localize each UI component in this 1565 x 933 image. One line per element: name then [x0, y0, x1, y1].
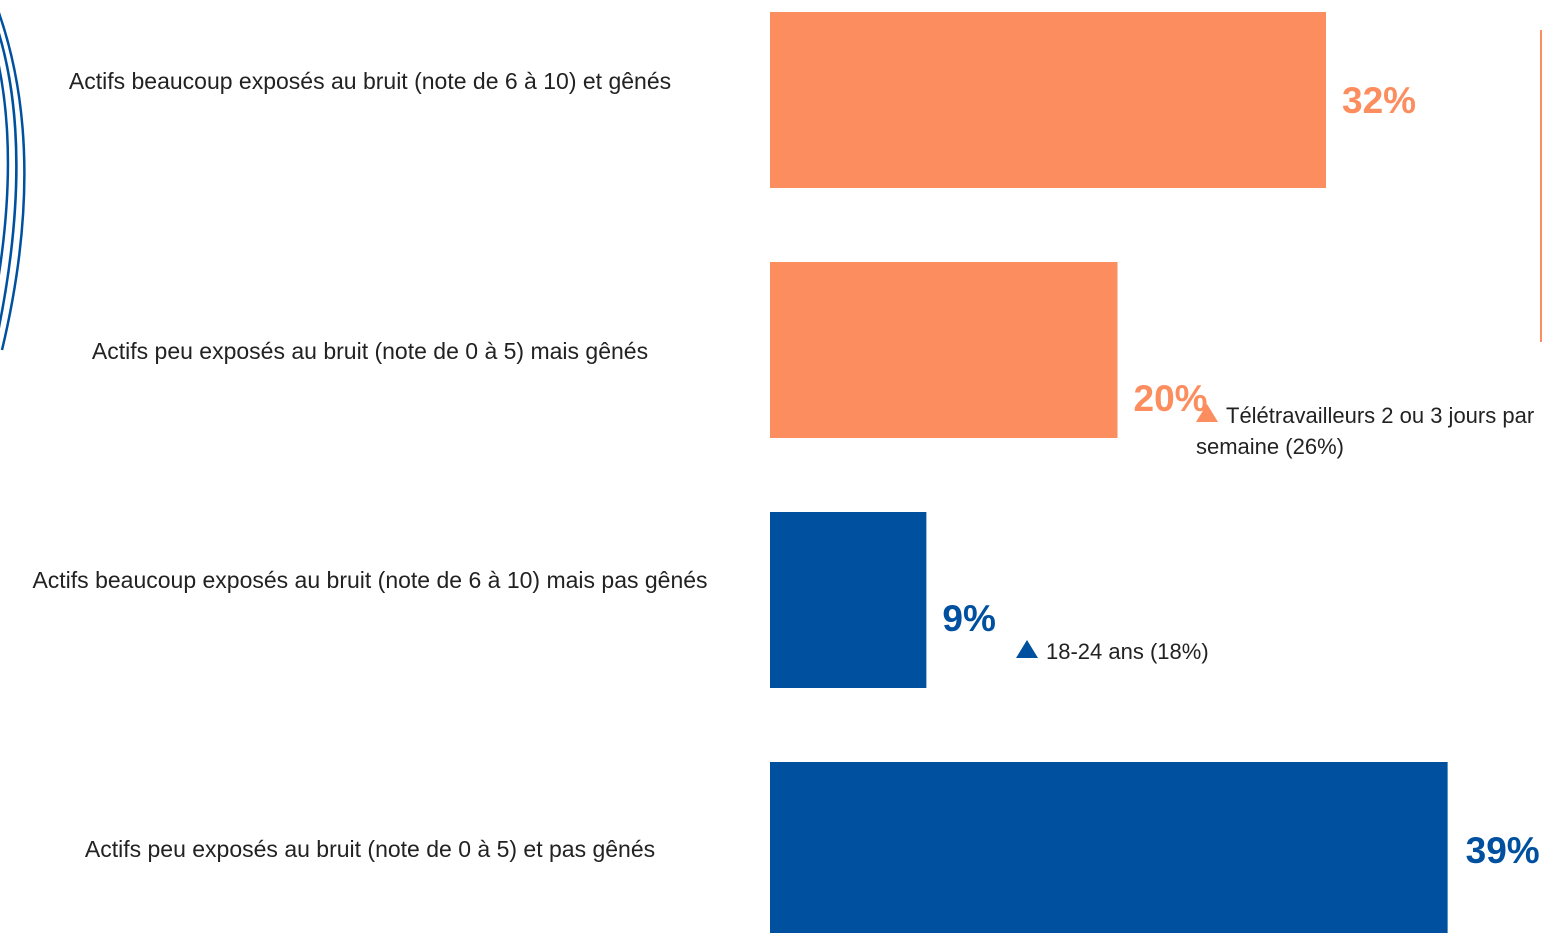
bar-2 [770, 262, 1118, 438]
category-label-3: Actifs beaucoup exposés au bruit (note d… [32, 567, 708, 593]
annotation-teletravailleurs: Télétravailleurs 2 ou 3 jours par semain… [1196, 400, 1561, 462]
value-label-4: 39% [1466, 830, 1540, 871]
up-triangle-icon [1016, 640, 1038, 658]
annotation-text: 18-24 ans (18%) [1046, 639, 1209, 664]
value-label-3: 9% [942, 598, 995, 639]
annotation-text: Télétravailleurs 2 ou 3 jours par semain… [1196, 403, 1535, 459]
bar-1 [770, 12, 1326, 188]
up-triangle-icon [1196, 404, 1218, 422]
category-label-1: Actifs beaucoup exposés au bruit (note d… [68, 68, 672, 94]
category-label-4: Actifs peu exposés au bruit (note de 0 à… [84, 836, 656, 862]
bar-3 [770, 512, 927, 688]
category-label-2: Actifs peu exposés au bruit (note de 0 à… [91, 338, 649, 364]
value-label-1: 32% [1342, 80, 1416, 121]
value-label-2: 20% [1134, 378, 1208, 419]
bar-4 [770, 762, 1448, 933]
annotation-18-24: 18-24 ans (18%) [1016, 636, 1316, 667]
